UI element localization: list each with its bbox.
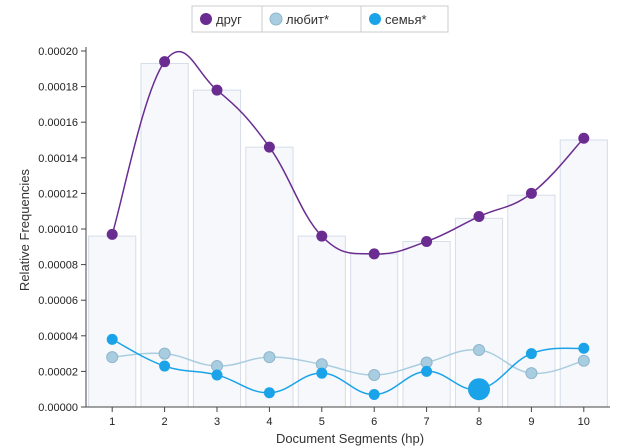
data-point[interactable] [525, 367, 538, 380]
data-point[interactable] [263, 351, 276, 364]
y-axis-label: Relative Frequencies [17, 168, 32, 291]
data-point[interactable] [368, 368, 381, 381]
x-tick-label: 1 [109, 416, 115, 428]
axes: 0.00000 0.00002 0.00004 0.00006 0.00008 0.000… [38, 46, 610, 428]
y-tick-label: 0.00008 [38, 260, 78, 272]
x-tick-label: 3 [214, 416, 220, 428]
x-tick-label: 2 [162, 416, 168, 428]
y-tick-label: 0.00004 [38, 331, 78, 343]
data-point[interactable] [578, 132, 590, 144]
data-point[interactable] [578, 342, 590, 354]
x-tick-label: 9 [528, 416, 534, 428]
data-point[interactable] [159, 56, 171, 68]
legend-item[interactable]: семья* [360, 5, 449, 33]
data-point[interactable] [473, 344, 485, 357]
y-tick-label: 0.00000 [38, 402, 78, 414]
data-point[interactable] [106, 228, 118, 240]
legend[interactable]: друг любит* семья* [191, 5, 449, 33]
data-point[interactable] [159, 360, 171, 372]
y-tick-label: 0.00002 [38, 366, 78, 378]
segment-bar [297, 235, 346, 408]
data-point[interactable] [263, 387, 275, 399]
legend-marker [369, 13, 381, 25]
y-tick-label: 0.00010 [38, 224, 78, 236]
legend-label: друг [216, 12, 242, 27]
x-tick-label: 5 [319, 416, 325, 428]
legend-item[interactable]: друг [191, 5, 263, 33]
data-point[interactable] [106, 333, 118, 345]
y-tick-label: 0.00012 [38, 188, 78, 200]
x-tick-label: 4 [266, 416, 272, 428]
data-point[interactable] [421, 235, 433, 247]
segment-bar [402, 240, 451, 408]
data-point[interactable] [577, 354, 590, 367]
data-point[interactable] [473, 211, 485, 223]
series-line [112, 349, 584, 376]
data-point[interactable] [421, 365, 433, 377]
data-point[interactable] [368, 389, 380, 401]
y-tick-label: 0.00006 [38, 295, 78, 307]
data-point[interactable] [368, 248, 380, 260]
segment-bar [350, 253, 399, 408]
data-point[interactable] [525, 348, 537, 360]
segment-bar [454, 217, 504, 408]
x-tick-label: 6 [371, 416, 377, 428]
segment-bar [245, 146, 294, 408]
legend-item-box[interactable] [360, 5, 449, 33]
x-tick-label: 7 [424, 416, 430, 428]
data-point[interactable] [211, 369, 223, 381]
y-tick-label: 0.00014 [38, 153, 78, 165]
segment-bar [88, 235, 137, 408]
data-point[interactable] [316, 367, 328, 379]
data-point[interactable] [263, 141, 275, 153]
legend-marker [200, 13, 212, 25]
data-point[interactable] [525, 187, 537, 199]
y-tick-label: 0.00016 [38, 117, 78, 129]
x-axis-label: Document Segments (hp) [276, 431, 424, 446]
data-point[interactable] [468, 378, 490, 401]
legend-item[interactable]: любит* [261, 5, 362, 33]
x-tick-label: 8 [476, 416, 482, 428]
data-point[interactable] [158, 347, 171, 360]
legend-marker [269, 12, 283, 26]
x-tick-label: 10 [578, 416, 590, 428]
segment-bar [192, 89, 242, 408]
series-line [111, 338, 584, 396]
data-point[interactable] [211, 84, 223, 96]
legend-label: семья* [385, 12, 427, 27]
y-tick-label: 0.00020 [38, 46, 78, 58]
data-point[interactable] [316, 230, 328, 242]
series-points [106, 56, 590, 401]
data-point[interactable] [106, 351, 119, 364]
y-tick-label: 0.00018 [38, 82, 78, 94]
legend-label: любит* [286, 12, 329, 27]
